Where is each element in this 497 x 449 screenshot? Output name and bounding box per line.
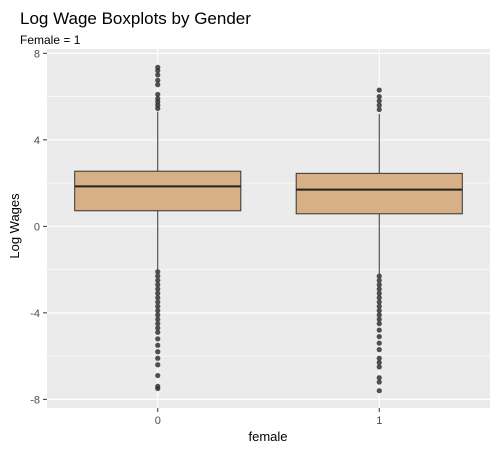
outlier-point <box>376 347 382 353</box>
outlier-point <box>155 362 161 368</box>
outlier-point <box>155 273 161 279</box>
y-tick-label: -8 <box>30 394 40 406</box>
plot-panel <box>47 49 490 408</box>
outlier-point <box>376 87 382 93</box>
outlier-point <box>376 273 382 279</box>
chart-title: Log Wage Boxplots by Gender <box>20 9 251 28</box>
outlier-point <box>155 299 161 305</box>
x-tick-label: 0 <box>155 415 161 427</box>
outlier-point <box>155 355 161 361</box>
outlier-point <box>376 303 382 309</box>
outlier-point <box>376 106 382 113</box>
outlier-point <box>376 295 382 301</box>
outlier-point <box>155 286 161 292</box>
outlier-point <box>155 96 161 102</box>
y-tick-label: 8 <box>34 48 40 60</box>
outlier-point <box>155 72 161 78</box>
outlier-point <box>376 359 382 366</box>
y-tick-label: -4 <box>30 308 40 320</box>
iqr-box <box>295 172 463 215</box>
outlier-point <box>376 308 382 314</box>
y-tick-label: 4 <box>34 135 40 147</box>
y-tick-label: 0 <box>34 221 40 233</box>
outlier-point <box>155 342 161 348</box>
outlier-point <box>155 308 161 314</box>
outlier-point <box>155 385 161 392</box>
x-tick-label: 1 <box>376 415 382 427</box>
outlier-point <box>376 282 382 288</box>
iqr-box <box>74 170 242 212</box>
outlier-point <box>155 290 161 296</box>
outlier-point <box>376 277 382 284</box>
outlier-point <box>376 93 382 100</box>
outlier-point <box>155 82 161 88</box>
outlier-point <box>155 312 161 318</box>
outlier-point <box>155 282 161 288</box>
outlier-point <box>376 375 382 381</box>
outlier-point <box>376 388 382 394</box>
outlier-point <box>376 340 382 346</box>
outlier-point <box>376 290 382 296</box>
outlier-point <box>155 329 161 335</box>
outlier-point <box>155 64 161 70</box>
outlier-point <box>376 355 382 361</box>
outlier-point <box>376 379 382 385</box>
outlier-point <box>155 349 161 355</box>
outlier-point <box>376 299 382 305</box>
outlier-point <box>155 277 161 284</box>
x-axis-title: female <box>248 429 287 444</box>
y-axis-title: Log Wages <box>7 193 22 259</box>
outlier-point <box>376 334 382 340</box>
outlier-point <box>376 364 382 370</box>
outlier-point <box>376 316 382 322</box>
box-group-1 <box>295 87 463 394</box>
outlier-point <box>155 372 161 379</box>
y-axis: -8 -4 0 4 8 <box>30 48 47 406</box>
outlier-point <box>155 303 161 309</box>
outlier-point <box>376 98 382 104</box>
chart-subtitle: Female = 1 <box>20 33 81 47</box>
outlier-point <box>155 321 161 327</box>
outlier-point <box>376 327 382 333</box>
outlier-point <box>376 321 382 327</box>
outlier-point <box>155 336 161 342</box>
boxes-layer <box>74 64 463 394</box>
outlier-point <box>155 269 161 275</box>
outlier-point <box>376 312 382 318</box>
outlier-point <box>155 325 161 331</box>
outlier-point <box>155 77 161 83</box>
outlier-point <box>376 286 382 292</box>
box-group-0 <box>74 64 242 392</box>
outlier-point <box>376 102 382 108</box>
outlier-point <box>155 295 161 301</box>
outlier-point <box>155 316 161 322</box>
outlier-point <box>155 91 161 98</box>
